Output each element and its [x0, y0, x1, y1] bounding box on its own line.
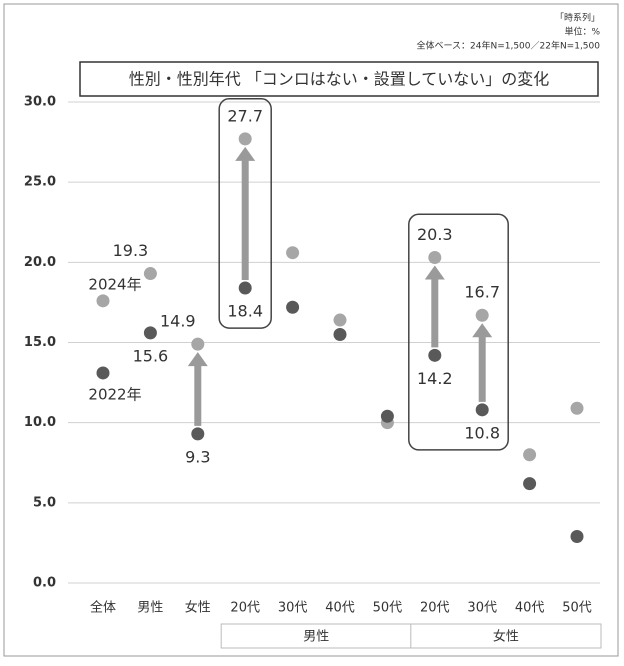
x-tick-label: 男性 — [137, 601, 163, 616]
data-label: 19.3 — [113, 241, 149, 260]
x-tick-label: 女性 — [185, 600, 211, 616]
y-tick-label: 25.0 — [24, 175, 56, 190]
dot — [96, 366, 110, 380]
data-label: 16.7 — [464, 283, 500, 302]
dot — [570, 401, 584, 415]
dot — [96, 294, 110, 308]
x-tick-label: 50代 — [562, 601, 592, 616]
group-label: 男性 — [303, 630, 329, 645]
arrow-head — [424, 265, 445, 280]
note: 全体ベース：24年N=1,500／22年N=1,500 — [416, 40, 600, 52]
dot — [143, 326, 157, 340]
note: 単位：% — [564, 26, 600, 38]
title-box — [79, 61, 599, 97]
dot — [428, 251, 442, 265]
arrow-head — [187, 352, 208, 367]
x-tick-label: 40代 — [325, 601, 355, 616]
dot — [238, 281, 252, 295]
dot — [570, 530, 584, 544]
dot — [143, 267, 157, 281]
y-tick-label: 10.0 — [24, 415, 56, 430]
dot — [380, 409, 394, 423]
data-label: 14.9 — [160, 312, 196, 331]
dot — [475, 308, 489, 322]
dot — [191, 427, 205, 441]
dot — [333, 313, 347, 327]
dot — [333, 327, 347, 341]
y-tick-label: 15.0 — [24, 335, 56, 350]
x-tick-label: 30代 — [467, 601, 497, 616]
x-tick-label: 20代 — [420, 601, 450, 616]
data-label: 15.6 — [133, 346, 169, 365]
dot — [523, 477, 537, 491]
data-label: 10.8 — [464, 423, 500, 442]
data-label: 18.4 — [227, 301, 263, 320]
data-label: 27.7 — [227, 106, 263, 125]
series-label: 2024年 — [88, 275, 141, 293]
data-label: 14.2 — [417, 369, 453, 388]
x-tick-label: 全体 — [90, 600, 116, 616]
y-tick-label: 0.0 — [33, 576, 56, 591]
x-tick-label: 20代 — [230, 601, 260, 616]
group-label: 女性 — [493, 629, 519, 645]
dot — [191, 337, 205, 351]
data-label: 20.3 — [417, 225, 453, 244]
dot — [286, 300, 300, 314]
arrow-head — [235, 146, 256, 161]
dot — [428, 348, 442, 362]
series-label: 2022年 — [88, 385, 141, 403]
highlight-box — [408, 213, 509, 451]
dot — [238, 132, 252, 146]
group-box — [410, 623, 602, 649]
x-tick-label: 50代 — [373, 601, 403, 616]
group-box — [220, 623, 412, 649]
dot — [286, 246, 300, 260]
arrow-head — [472, 323, 493, 338]
data-label: 9.3 — [185, 447, 210, 466]
y-tick-label: 5.0 — [33, 495, 56, 510]
dot — [523, 448, 537, 462]
dot — [475, 403, 489, 417]
frame — [3, 3, 619, 657]
chart-title: 性別・性別年代 「コンロはない・設置していない」の変化 — [129, 70, 550, 89]
highlight-box — [218, 98, 272, 329]
y-tick-label: 30.0 — [24, 95, 56, 110]
x-tick-label: 40代 — [515, 601, 545, 616]
note: 「時系列」 — [555, 12, 600, 24]
y-tick-label: 20.0 — [24, 255, 56, 270]
x-tick-label: 30代 — [278, 601, 308, 616]
